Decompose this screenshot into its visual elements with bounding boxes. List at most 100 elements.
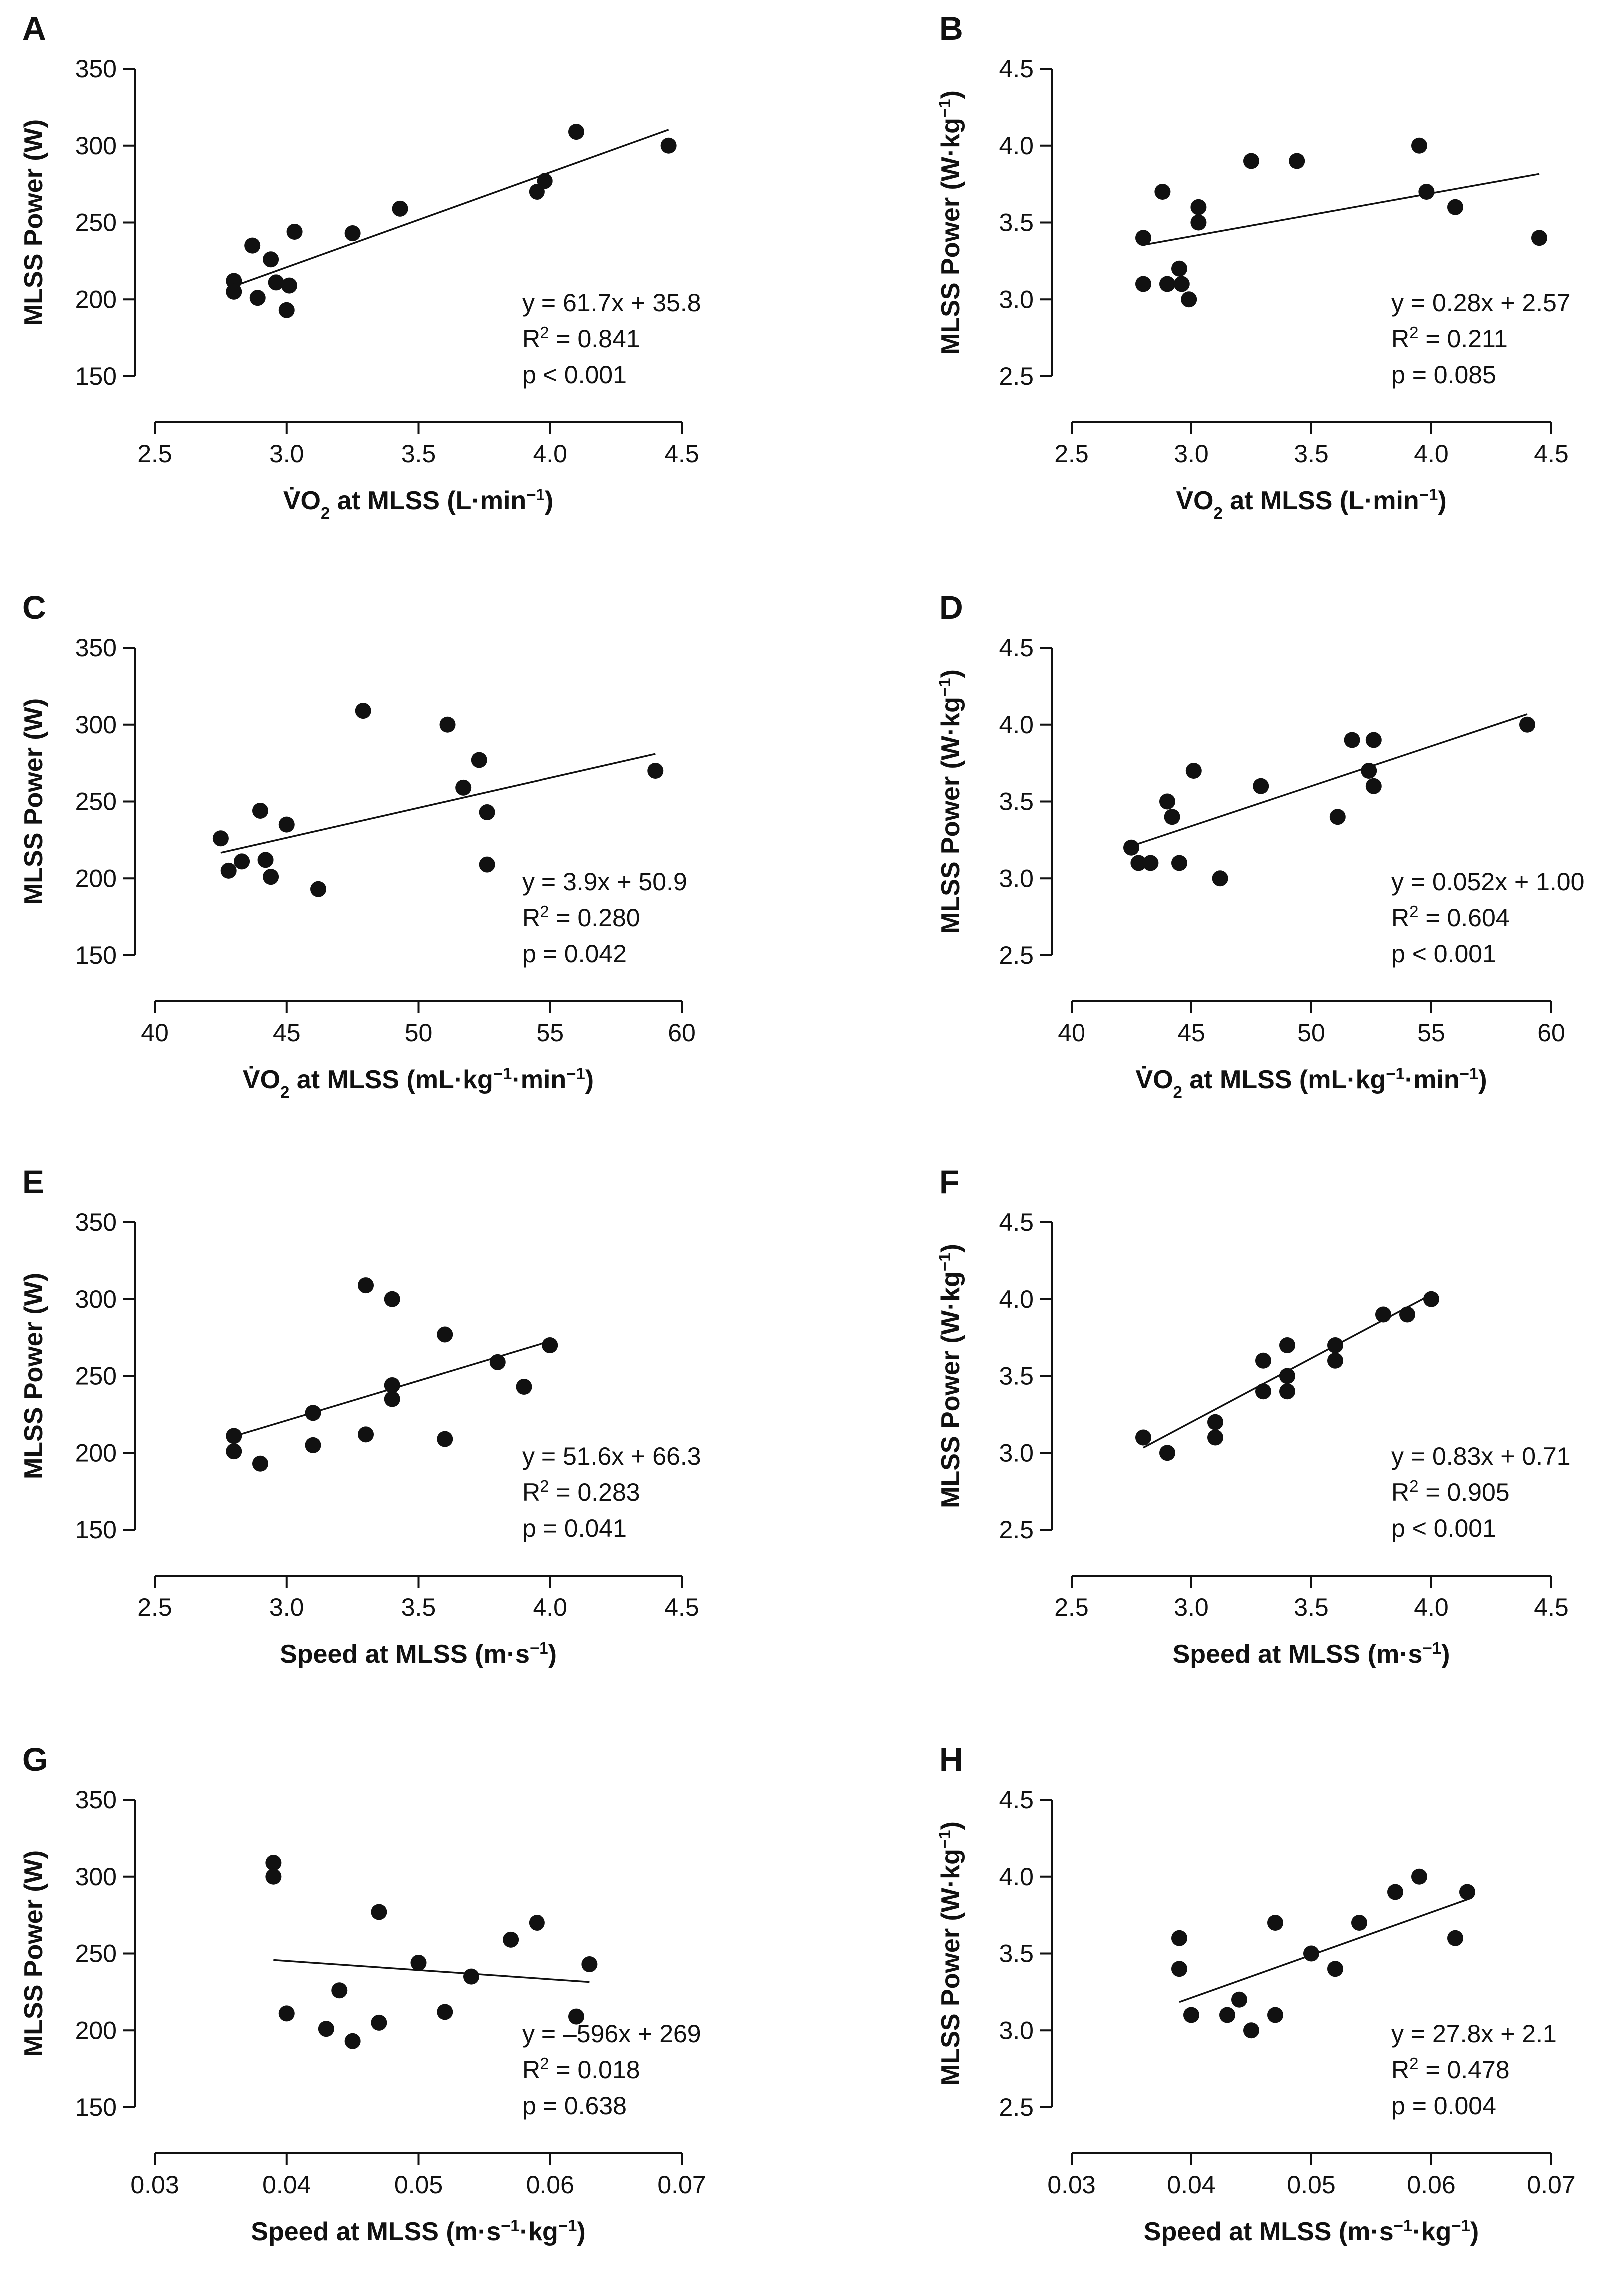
x-axis-title: Speed at MLSS (m·s−1) <box>1173 1639 1450 1669</box>
data-point <box>252 1455 268 1472</box>
r-squared: R2 = 0.478 <box>1391 2054 1510 2084</box>
label-part: at MLSS (L·min <box>330 486 526 515</box>
y-tick-label: 3.0 <box>999 1439 1034 1467</box>
data-point <box>1327 1961 1343 1977</box>
data-point <box>226 1443 242 1460</box>
data-point <box>1135 276 1151 292</box>
label-part: −1 <box>1460 1064 1479 1083</box>
y-tick-label: 200 <box>75 2016 117 2044</box>
regression-equation: y = 3.9x + 50.9 <box>522 868 687 896</box>
y-tick-label: 4.0 <box>999 1863 1034 1891</box>
label-part: −1 <box>1419 485 1438 504</box>
data-point <box>1243 153 1259 169</box>
x-axis-title: V̇O2 at MLSS (mL·kg−1·min−1) <box>1135 1064 1487 1101</box>
x-tick-label: 4.5 <box>664 440 699 468</box>
label-part: Speed at MLSS (m·s <box>1173 1640 1423 1669</box>
r-squared-symbol: R <box>522 325 540 353</box>
data-point <box>471 752 487 768</box>
panel-letter: F <box>939 1163 959 1200</box>
y-tick-label: 150 <box>75 1516 117 1544</box>
x-tick-label: 3.5 <box>401 440 436 468</box>
r-squared-exponent: 2 <box>540 1477 549 1495</box>
y-axis-title: MLSS Power (W) <box>19 1850 48 2057</box>
data-point <box>1181 291 1197 308</box>
data-point <box>660 137 677 154</box>
y-tick-label: 4.0 <box>999 1285 1034 1313</box>
data-point <box>371 1904 387 1920</box>
r-squared: R2 = 0.905 <box>1391 1477 1510 1507</box>
data-point <box>331 1982 348 1999</box>
p-value: p = 0.638 <box>522 2092 627 2120</box>
data-point <box>1344 732 1360 748</box>
label-part: −1 <box>1451 2216 1470 2235</box>
data-point <box>344 225 361 242</box>
data-point <box>384 1391 400 1407</box>
label-part: −1 <box>935 1830 954 1849</box>
label-part: ·min <box>1405 1065 1460 1094</box>
data-point <box>1327 1352 1343 1369</box>
x-tick-label: 3.0 <box>1174 1593 1209 1621</box>
data-point <box>1171 855 1187 871</box>
x-tick-label: 55 <box>536 1019 564 1047</box>
data-point <box>1411 1868 1427 1885</box>
label-part: −1 <box>493 1064 512 1083</box>
data-point <box>1212 870 1228 887</box>
data-point <box>1399 1306 1415 1323</box>
data-point <box>1207 1429 1223 1446</box>
data-point <box>244 237 261 254</box>
y-tick-label: 200 <box>75 285 117 313</box>
x-axis-title: Speed at MLSS (m·s−1·kg−1) <box>251 2216 585 2247</box>
y-tick-label: 4.5 <box>999 634 1034 662</box>
data-point <box>1329 809 1346 825</box>
r-squared-symbol: R <box>522 2056 540 2084</box>
y-tick-label: 2.5 <box>999 941 1034 969</box>
x-tick-label: 45 <box>273 1019 301 1047</box>
regression-equation: y = 51.6x + 66.3 <box>522 1442 701 1470</box>
x-tick-label: 60 <box>1537 1019 1565 1047</box>
x-tick-label: 3.5 <box>401 1593 436 1621</box>
y-tick-label: 250 <box>75 1940 117 1968</box>
data-point <box>252 802 268 819</box>
x-tick-label: 50 <box>405 1019 433 1047</box>
regression-equation: y = 0.83x + 0.71 <box>1391 1442 1571 1470</box>
p-value: p < 0.001 <box>1391 1514 1496 1542</box>
r-squared: R2 = 0.280 <box>522 902 640 932</box>
label-part: MLSS Power (W) <box>19 1850 48 2057</box>
panel-g: G 150 200 250 300 350 0.03 0.04 0.05 0.06 0.07 Spee… <box>19 1741 706 2246</box>
label-part: −1 <box>501 2216 520 2235</box>
r-squared-symbol: R <box>522 904 540 932</box>
x-axis-title: V̇O2 at MLSS (L·min−1) <box>1176 485 1446 522</box>
data-point <box>1171 1961 1187 1977</box>
data-point <box>358 1426 374 1443</box>
x-tick-label: 0.05 <box>1287 2171 1335 2199</box>
p-value: p = 0.004 <box>1391 2092 1496 2120</box>
data-point <box>542 1337 558 1353</box>
y-tick-label: 4.0 <box>999 132 1034 160</box>
label-part: ) <box>1438 486 1446 515</box>
x-tick-label: 4.5 <box>664 1593 699 1621</box>
regression-equation: y = 0.28x + 2.57 <box>1391 289 1571 317</box>
x-tick-label: 0.03 <box>1047 2171 1095 2199</box>
data-point <box>1303 1945 1319 1962</box>
data-point <box>1267 2007 1283 2023</box>
y-axis-title: MLSS Power (W·kg−1) <box>935 1244 966 1508</box>
label-part: ) <box>1478 1065 1487 1094</box>
regression-line <box>1179 1898 1468 2003</box>
label-part: V̇O <box>283 486 321 515</box>
data-point <box>1267 1915 1283 1931</box>
data-point <box>1183 2007 1199 2023</box>
label-part: ) <box>936 90 965 99</box>
data-point <box>371 2014 387 2031</box>
label-part: MLSS Power (W·kg <box>936 1849 965 2086</box>
data-point <box>1418 184 1435 200</box>
data-point <box>437 1326 453 1343</box>
y-tick-label: 150 <box>75 941 117 969</box>
data-point <box>1159 1445 1175 1461</box>
label-part: −1 <box>935 99 954 118</box>
data-point <box>257 852 274 868</box>
y-tick-label: 3.0 <box>999 2016 1034 2044</box>
data-point <box>1459 1884 1475 1900</box>
panel-letter: H <box>939 1741 963 1778</box>
r-squared-exponent: 2 <box>1409 1477 1418 1495</box>
data-point <box>355 703 371 719</box>
